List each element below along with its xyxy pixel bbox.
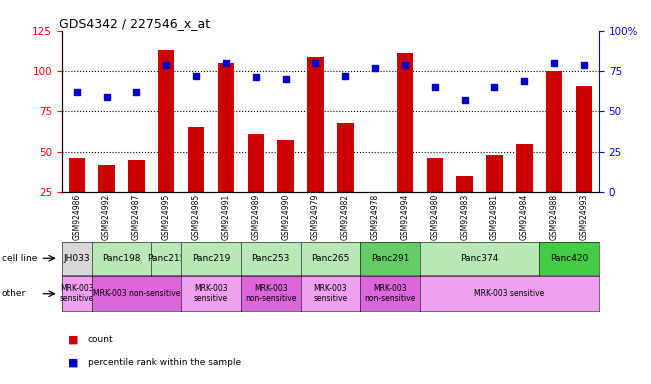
Bar: [516, 144, 533, 232]
Bar: [68, 158, 85, 232]
Point: [430, 84, 440, 90]
Text: ■: ■: [68, 335, 79, 345]
Point: [161, 61, 171, 68]
Text: MRK-003
sensitive: MRK-003 sensitive: [60, 284, 94, 303]
Point: [311, 60, 321, 66]
Bar: [188, 127, 204, 232]
Text: Panc291: Panc291: [371, 254, 409, 263]
Text: MRK-003
sensitive: MRK-003 sensitive: [313, 284, 348, 303]
Bar: [456, 176, 473, 232]
Bar: [98, 165, 115, 232]
Point: [340, 73, 350, 79]
Bar: [396, 53, 413, 232]
Bar: [277, 141, 294, 232]
Point: [370, 65, 380, 71]
Text: Panc253: Panc253: [251, 254, 290, 263]
Text: Panc219: Panc219: [192, 254, 230, 263]
Text: percentile rank within the sample: percentile rank within the sample: [88, 358, 241, 367]
Bar: [158, 50, 174, 232]
Text: MRK-003 sensitive: MRK-003 sensitive: [475, 289, 544, 298]
Bar: [575, 86, 592, 232]
Bar: [217, 63, 234, 232]
Text: MRK-003 non-sensitive: MRK-003 non-sensitive: [92, 289, 180, 298]
Bar: [307, 56, 324, 232]
Point: [102, 94, 112, 100]
Text: Panc215: Panc215: [147, 254, 186, 263]
Text: other: other: [2, 289, 26, 298]
Text: Panc420: Panc420: [550, 254, 589, 263]
Text: GDS4342 / 227546_x_at: GDS4342 / 227546_x_at: [59, 17, 210, 30]
Text: cell line: cell line: [2, 254, 37, 263]
Point: [519, 78, 529, 84]
Text: Panc198: Panc198: [102, 254, 141, 263]
Bar: [247, 134, 264, 232]
Bar: [426, 158, 443, 232]
Bar: [546, 71, 562, 232]
Text: MRK-003
non-sensitive: MRK-003 non-sensitive: [245, 284, 296, 303]
Text: Panc265: Panc265: [311, 254, 350, 263]
Text: JH033: JH033: [63, 254, 90, 263]
Point: [72, 89, 82, 95]
Text: count: count: [88, 335, 113, 344]
Point: [549, 60, 559, 66]
Point: [191, 73, 201, 79]
Text: Panc374: Panc374: [460, 254, 499, 263]
Bar: [337, 122, 353, 232]
Bar: [486, 155, 503, 232]
Point: [281, 76, 291, 82]
Point: [251, 74, 261, 81]
Point: [490, 84, 500, 90]
Text: MRK-003
sensitive: MRK-003 sensitive: [194, 284, 228, 303]
Point: [579, 61, 589, 68]
Text: ■: ■: [68, 358, 79, 368]
Text: MRK-003
non-sensitive: MRK-003 non-sensitive: [365, 284, 416, 303]
Point: [221, 60, 231, 66]
Point: [400, 61, 410, 68]
Point: [460, 97, 470, 103]
Point: [132, 89, 142, 95]
Bar: [128, 160, 145, 232]
